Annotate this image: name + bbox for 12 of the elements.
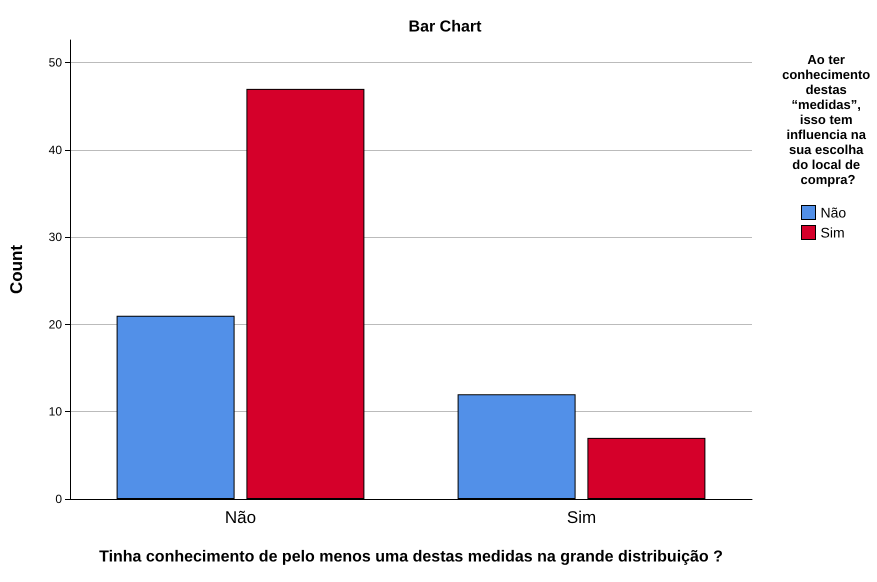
y-tick-label: 0 xyxy=(55,492,62,506)
text: Ao ter conhecimento destas “medidas”, isso tem influencia na sua escolha do local de compra? xyxy=(782,52,870,187)
x-axis-title: Tinha conhecimento de pelo menos uma destas medidas na grande distribuição ? xyxy=(99,548,723,566)
y-tick-label: 20 xyxy=(48,317,62,332)
legend-label: Sim xyxy=(820,224,845,240)
chart-title: Bar Chart xyxy=(408,18,482,36)
y-tick-label: 10 xyxy=(48,404,62,419)
y-tick-label: 30 xyxy=(48,230,62,244)
y-tick-label: 40 xyxy=(48,142,62,157)
y-tick-label: 50 xyxy=(48,56,62,70)
legend-label: Não xyxy=(820,204,846,220)
y-axis-title: Count xyxy=(7,244,26,294)
